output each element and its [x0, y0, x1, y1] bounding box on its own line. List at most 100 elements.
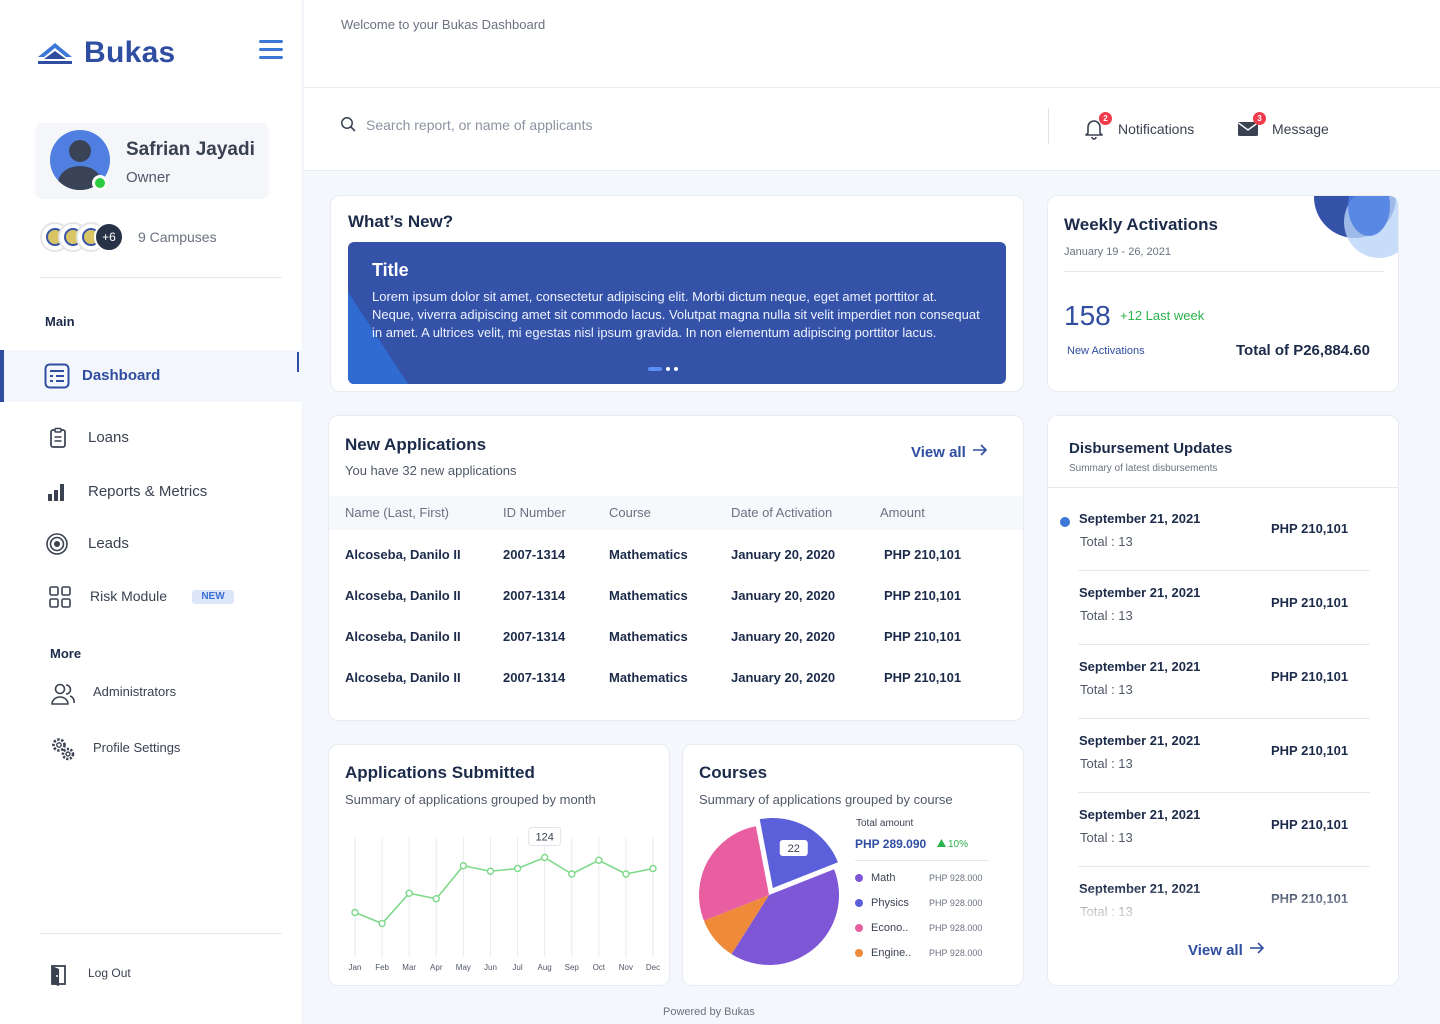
- x-tick-label: Jan: [349, 963, 362, 972]
- carousel-dots[interactable]: [648, 367, 678, 371]
- x-tick-label: Oct: [593, 963, 606, 972]
- sidebar-item-leads[interactable]: Leads: [0, 518, 303, 570]
- legend-item[interactable]: Engine.. PHP 928.000: [855, 947, 995, 959]
- column-header[interactable]: Name (Last, First): [345, 505, 450, 520]
- data-point[interactable]: [595, 856, 603, 864]
- carousel-dot[interactable]: [674, 367, 678, 371]
- target-icon: [44, 531, 70, 557]
- disbursement-total: Total : 13: [1080, 756, 1133, 771]
- activation-label: New Activations: [1067, 345, 1145, 357]
- legend-item[interactable]: Physics PHP 928.000: [855, 897, 995, 909]
- table-cell: January 20, 2020: [731, 588, 836, 603]
- activation-total: Total of P26,884.60: [1236, 342, 1370, 359]
- data-point[interactable]: [568, 870, 576, 878]
- legend-label: Physics: [871, 897, 909, 909]
- profile-name: Safrian Jayadi: [126, 139, 255, 160]
- legend-amount: PHP 928.000: [929, 873, 983, 883]
- data-point[interactable]: [351, 908, 359, 917]
- logout-button[interactable]: Log Out: [0, 948, 303, 1000]
- table-cell: January 20, 2020: [731, 629, 836, 644]
- disbursement-list[interactable]: September 21, 2021 Total : 13 PHP 210,101 S…: [1048, 416, 1398, 921]
- legend-item[interactable]: Econo.. PHP 928.000: [855, 922, 995, 934]
- logout-icon: [46, 962, 72, 988]
- disbursement-total: Total : 13: [1080, 608, 1133, 623]
- pie-slice-econo[interactable]: [699, 826, 769, 921]
- table-cell: 2007-1314: [503, 588, 566, 603]
- x-tick-label: Jul: [512, 963, 522, 972]
- data-point[interactable]: [649, 864, 657, 873]
- profile-card[interactable]: Safrian Jayadi Owner: [35, 123, 269, 199]
- applications-subtitle: You have 32 new applications: [345, 463, 517, 478]
- arrow-right-icon: [972, 443, 988, 461]
- gears-icon: [50, 736, 76, 762]
- total-amount-value: PHP 289.090: [855, 837, 927, 851]
- search-input[interactable]: [366, 110, 966, 140]
- hamburger-menu-icon[interactable]: [259, 40, 283, 62]
- divider: [1078, 570, 1370, 571]
- data-point[interactable]: [540, 853, 549, 862]
- table-cell: PHP 210,101: [884, 629, 962, 644]
- table-cell: 2007-1314: [503, 629, 566, 644]
- delta-value: 10%: [948, 839, 969, 850]
- column-header[interactable]: Course: [609, 505, 651, 520]
- data-point[interactable]: [459, 862, 468, 870]
- sidebar-item-administrators[interactable]: Administrators: [0, 666, 303, 718]
- legend-swatch: [855, 949, 863, 957]
- campuses[interactable]: +6 9 Campuses: [40, 222, 217, 252]
- table-cell: Alcoseba, Danilo II: [345, 670, 461, 685]
- data-point[interactable]: [622, 870, 630, 878]
- fade-overlay: [1048, 886, 1398, 926]
- activation-count: 158: [1064, 300, 1111, 331]
- sidebar-item-risk-module[interactable]: Risk Module NEW: [0, 571, 303, 623]
- disbursement-total: Total : 13: [1080, 682, 1133, 697]
- table-cell: PHP 210,101: [884, 670, 962, 685]
- pie-slice-math[interactable]: [731, 869, 839, 965]
- divider: [1078, 718, 1370, 719]
- weekly-range: January 19 - 26, 2021: [1064, 246, 1172, 258]
- data-point[interactable]: [405, 889, 413, 897]
- legend-item[interactable]: Math PHP 928.000: [855, 872, 995, 884]
- x-tick-label: Feb: [375, 963, 389, 972]
- dashboard-icon: [44, 363, 70, 389]
- campus-more-count: +6: [94, 222, 124, 252]
- notifications-button[interactable]: 2 Notifications: [1082, 112, 1194, 142]
- view-all-disbursements-link[interactable]: View all: [1188, 941, 1265, 959]
- column-header[interactable]: Amount: [880, 505, 925, 520]
- divider: [1078, 644, 1370, 645]
- sidebar-item-profile-settings[interactable]: Profile Settings: [0, 722, 303, 774]
- weekly-activations-card: Weekly Activations January 19 - 26, 2021…: [1047, 195, 1399, 392]
- news-banner[interactable]: Title Lorem ipsum dolor sit amet, consec…: [348, 242, 1006, 384]
- column-header[interactable]: ID Number: [503, 505, 566, 520]
- pie-slice-engine[interactable]: [703, 895, 769, 955]
- campus-count-label: 9 Campuses: [138, 229, 217, 245]
- table-cell: Alcoseba, Danilo II: [345, 547, 461, 562]
- logo[interactable]: Bukas: [36, 36, 176, 70]
- carousel-dot-active[interactable]: [648, 367, 662, 371]
- users-icon: [50, 681, 76, 707]
- view-all-label: View all: [911, 443, 966, 461]
- table-cell: 2007-1314: [503, 670, 566, 685]
- data-point[interactable]: [432, 895, 440, 903]
- data-point[interactable]: [513, 864, 522, 873]
- divider: [1078, 792, 1370, 793]
- sidebar-item-loans[interactable]: Loans: [0, 412, 303, 464]
- carousel-dot[interactable]: [666, 367, 670, 371]
- divider: [855, 860, 989, 861]
- sidebar-item-label: Dashboard: [82, 367, 161, 384]
- x-tick-label: Jun: [484, 963, 497, 972]
- sidebar-item-label: Reports & Metrics: [88, 483, 208, 500]
- sidebar-item-reports[interactable]: Reports & Metrics: [0, 466, 303, 518]
- arrow-up-icon: [937, 839, 946, 850]
- message-button[interactable]: 3 Message: [1236, 112, 1329, 142]
- legend-amount: PHP 928.000: [929, 948, 983, 958]
- logo-icon: [36, 37, 74, 70]
- x-tick-label: Mar: [402, 963, 416, 972]
- column-header[interactable]: Date of Activation: [731, 505, 833, 520]
- disbursement-date: September 21, 2021: [1079, 807, 1201, 822]
- data-point[interactable]: [486, 867, 495, 875]
- data-point[interactable]: [378, 919, 386, 928]
- disbursement-amount: PHP 210,101: [1271, 743, 1349, 758]
- view-all-applications-link[interactable]: View all: [911, 443, 988, 461]
- topbar-divider: [1048, 108, 1049, 144]
- sidebar-item-dashboard[interactable]: Dashboard: [0, 350, 303, 402]
